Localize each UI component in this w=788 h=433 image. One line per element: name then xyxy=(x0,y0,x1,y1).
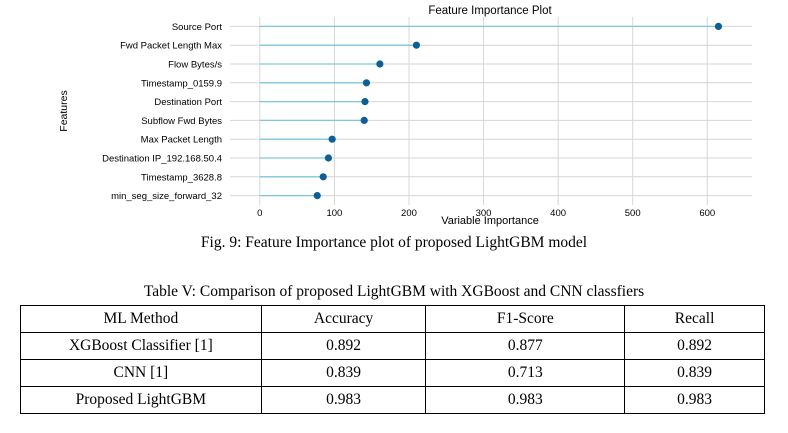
header-f1-score: F1-Score xyxy=(425,305,626,333)
table-cell: 0.839 xyxy=(260,359,427,387)
plot-area xyxy=(230,17,752,205)
y-tick-labels: Source Port Fwd Packet Length Max Flow Byt… xyxy=(102,22,222,202)
y-tick-label: Fwd Packet Length Max xyxy=(120,41,222,52)
table-cell: 0.877 xyxy=(425,332,626,360)
y-tick-label: Max Packet Length xyxy=(141,135,222,146)
chart-title: Feature Importance Plot xyxy=(428,5,552,17)
x-tick-label: 600 xyxy=(699,208,715,219)
x-tick-label: 300 xyxy=(476,208,492,219)
table-row: CNN [1] 0.839 0.713 0.839 xyxy=(20,359,765,387)
lollipop-point xyxy=(362,79,371,87)
table-cell: 0.892 xyxy=(624,332,765,360)
y-tick-label: Timestamp_3628.8 xyxy=(141,172,222,183)
x-tick-labels: 0 100 200 300 400 500 600 xyxy=(257,208,715,219)
header-recall: Recall xyxy=(624,305,765,333)
table-cell: Proposed LightGBM xyxy=(20,386,262,414)
feature-importance-chart: Feature Importance Plot Source Port Fwd P… xyxy=(58,5,752,227)
x-axis-label: Variable Importance xyxy=(441,215,539,227)
y-tick-label: Source Port xyxy=(172,22,223,33)
table-header-row: ML Method Accuracy F1-Score Recall xyxy=(20,305,765,333)
x-tick-label: 100 xyxy=(326,208,342,219)
y-tick-label: Destination Port xyxy=(154,97,222,108)
x-tick-label: 500 xyxy=(625,208,641,219)
header-ml-method: ML Method xyxy=(20,305,262,333)
table-row: Proposed LightGBM 0.983 0.983 0.983 xyxy=(20,386,765,414)
chart-marks xyxy=(259,22,723,200)
lollipop-point xyxy=(714,22,723,30)
lollipop-point xyxy=(361,98,369,106)
figure-caption: Fig. 9: Feature Importance plot of propo… xyxy=(200,234,588,251)
x-tick-label: 200 xyxy=(401,208,417,219)
table-cell: 0.983 xyxy=(624,386,765,414)
lollipop-point xyxy=(313,192,321,200)
table-cell: 0.983 xyxy=(425,386,626,414)
y-tick-label: Subflow Fwd Bytes xyxy=(141,116,222,127)
header-accuracy: Accuracy xyxy=(260,305,427,333)
lollipop-point xyxy=(412,41,421,49)
lollipop-point xyxy=(360,116,368,124)
x-tick-label: 400 xyxy=(550,208,566,219)
table-cell: 0.713 xyxy=(425,359,626,387)
lollipop-point xyxy=(324,154,333,162)
y-tick-label: Flow Bytes/s xyxy=(168,60,222,71)
table-cell: 0.983 xyxy=(260,386,427,414)
y-tick-label: min_seg_size_forward_32 xyxy=(111,191,222,202)
table-cell: 0.892 xyxy=(260,332,427,360)
y-axis-label: Features xyxy=(58,90,70,131)
table-cell: CNN [1] xyxy=(20,359,262,387)
table-caption: Table V: Comparison of proposed LightGBM… xyxy=(143,283,645,300)
x-tick-label: 0 xyxy=(257,208,262,219)
y-tick-label: Destination IP_192.168.50.4 xyxy=(102,154,222,165)
table-cell: XGBoost Classifier [1] xyxy=(20,332,262,360)
table-row: XGBoost Classifier [1] 0.892 0.877 0.892 xyxy=(20,332,765,360)
comparison-table: ML Method Accuracy F1-Score Recall XGBoo… xyxy=(20,305,765,414)
lollipop-point xyxy=(376,60,384,68)
y-tick-label: Timestamp_0159.9 xyxy=(141,78,222,89)
lollipop-point xyxy=(328,135,336,143)
table-cell: 0.839 xyxy=(624,359,765,387)
lollipop-point xyxy=(319,173,327,181)
